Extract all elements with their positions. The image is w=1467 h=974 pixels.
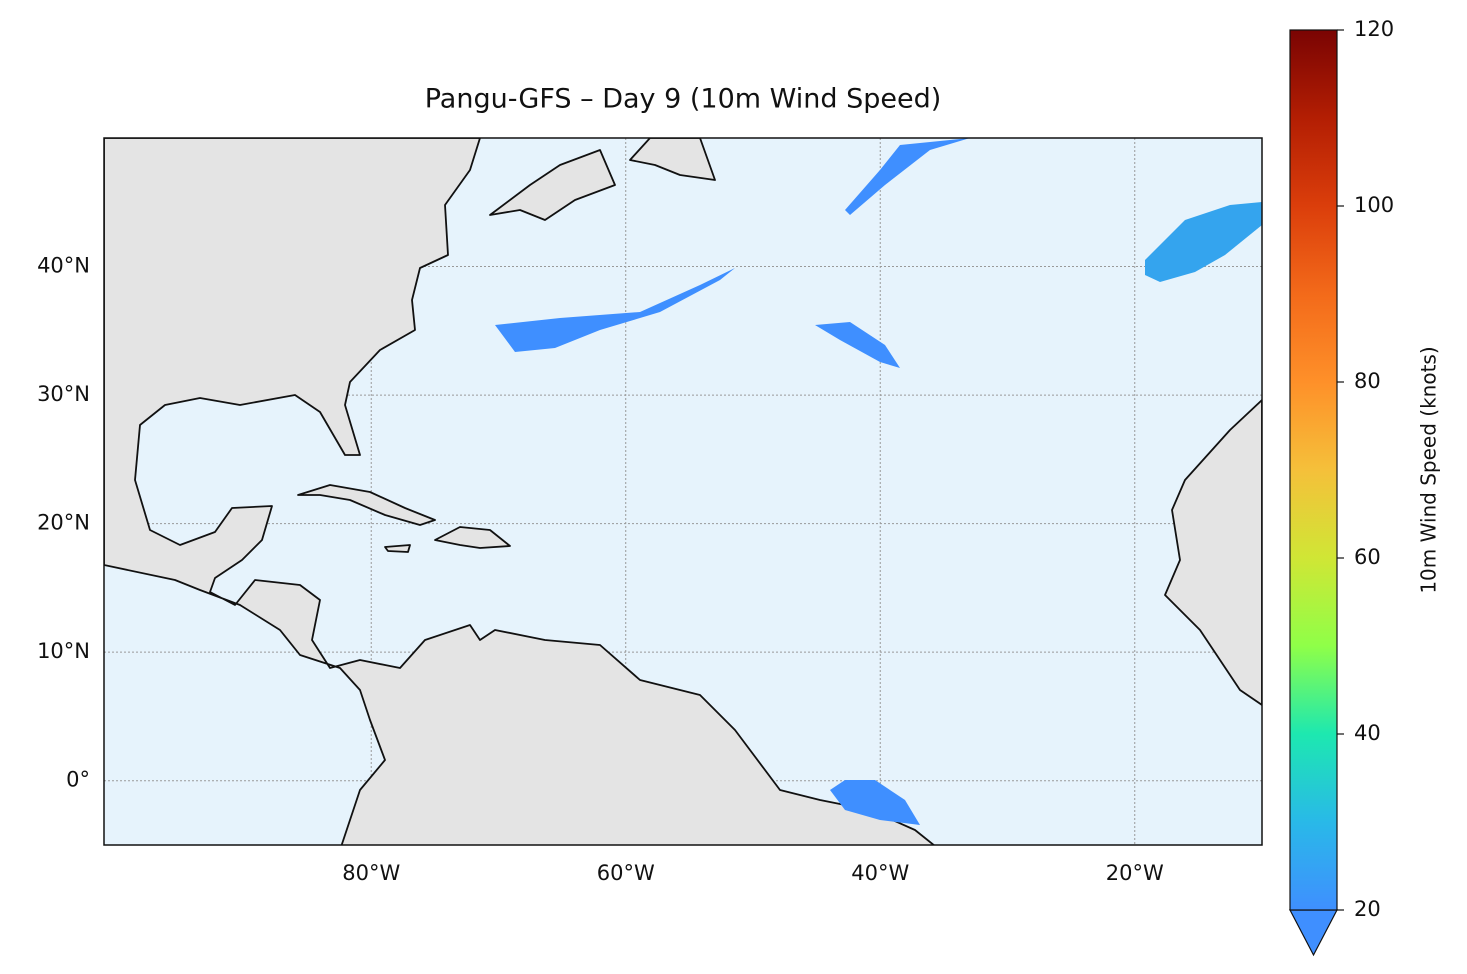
y-tick-label: 0° bbox=[66, 768, 90, 792]
map-frame bbox=[103, 137, 1263, 846]
wind-patch bbox=[1145, 202, 1262, 282]
hispaniola bbox=[434, 526, 511, 549]
colorbar-extend bbox=[1289, 909, 1338, 957]
y-tick-label: 30°N bbox=[37, 382, 90, 406]
jamaica bbox=[384, 544, 411, 553]
colorbar-tick-label: 100 bbox=[1354, 193, 1394, 217]
wind-patch bbox=[495, 268, 735, 352]
wind-patch bbox=[815, 322, 900, 368]
y-tick-label: 10°N bbox=[37, 639, 90, 663]
wind-patch bbox=[845, 138, 970, 215]
x-tick-label: 40°W bbox=[851, 861, 909, 885]
colorbar-label: 10m Wind Speed (knots) bbox=[1417, 346, 1441, 593]
chart-title: Pangu-GFS – Day 9 (10m Wind Speed) bbox=[425, 84, 942, 115]
americas bbox=[104, 138, 936, 845]
nova-scotia bbox=[489, 149, 616, 221]
y-tick-label: 40°N bbox=[37, 254, 90, 278]
x-tick-label: 80°W bbox=[342, 861, 400, 885]
colorbar-tick-label: 120 bbox=[1354, 17, 1394, 41]
newfoundland bbox=[629, 138, 716, 181]
x-tick-label: 60°W bbox=[597, 861, 655, 885]
map-layer bbox=[104, 138, 1262, 845]
colorbar bbox=[1289, 29, 1338, 911]
africa bbox=[1164, 399, 1262, 706]
x-tick-label: 20°W bbox=[1106, 861, 1164, 885]
cuba bbox=[297, 484, 436, 526]
colorbar-tick-label: 40 bbox=[1354, 721, 1381, 745]
wind-patch bbox=[830, 780, 920, 825]
colorbar-tick-label: 60 bbox=[1354, 545, 1381, 569]
colorbar-tick-label: 20 bbox=[1354, 897, 1381, 921]
y-tick-label: 20°N bbox=[37, 511, 90, 535]
colorbar-tick-label: 80 bbox=[1354, 369, 1381, 393]
